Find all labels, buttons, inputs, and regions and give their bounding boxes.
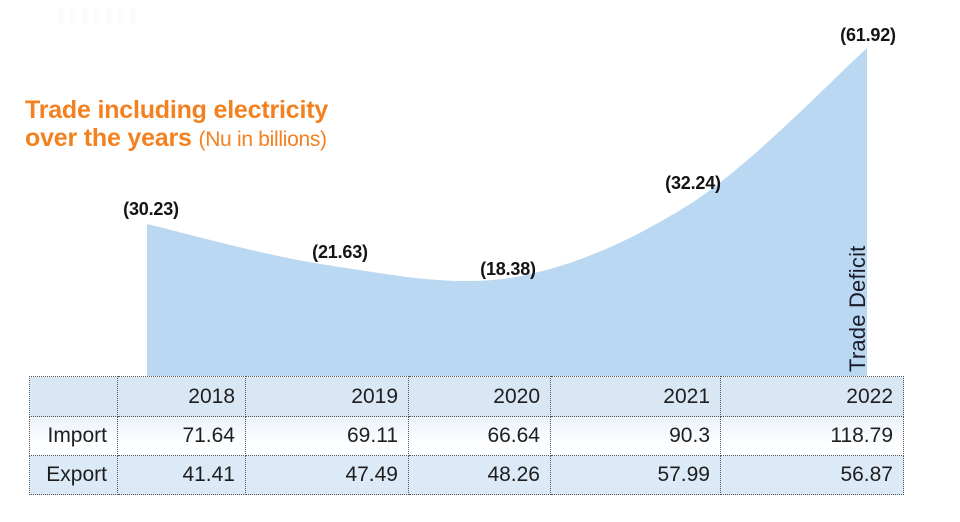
export-value-2020: 48.26 — [408, 455, 551, 495]
data-label-2019: (21.63) — [312, 242, 368, 262]
chart-title-line2: over the years (Nu in billions) — [25, 124, 328, 152]
import-value-2018: 71.64 — [117, 416, 246, 456]
export-value-2021: 57.99 — [550, 455, 721, 495]
export-value-2019: 47.49 — [245, 455, 409, 495]
export-value-2022: 56.87 — [720, 455, 904, 495]
year-header-2022: 2022 — [720, 376, 904, 417]
data-label-2018: (30.23) — [123, 199, 179, 219]
year-header-2020: 2020 — [408, 376, 551, 417]
chart-title-line1: Trade including electricity — [25, 96, 329, 124]
data-label-2022: (61.92) — [840, 25, 896, 45]
year-header-2021: 2021 — [550, 376, 721, 417]
area-series-label: Trade Deficit — [845, 245, 870, 373]
table-row-export: Export 41.41 47.49 48.26 57.99 56.87 — [29, 455, 904, 495]
trade-table: 2018 2019 2020 2021 2022 Import 71.64 69… — [29, 376, 904, 495]
table-row-import: Import 71.64 69.11 66.64 90.3 118.79 — [29, 416, 904, 456]
data-label-2021: (32.24) — [665, 173, 721, 193]
year-header-2018: 2018 — [117, 376, 246, 417]
year-header-2019: 2019 — [245, 376, 409, 417]
chart-title-line2-bold: over the years — [25, 124, 192, 152]
trade-deficit-area-chart — [147, 48, 867, 376]
import-value-2021: 90.3 — [550, 416, 721, 456]
table-corner-cell — [29, 376, 118, 417]
trade-deficit-area-shape — [147, 48, 867, 376]
import-value-2022: 118.79 — [720, 416, 904, 456]
row-label-import: Import — [29, 416, 118, 456]
export-value-2018: 41.41 — [117, 455, 246, 495]
chart-title-unit-note: (Nu in billions) — [198, 128, 328, 151]
import-value-2019: 69.11 — [245, 416, 409, 456]
import-value-2020: 66.64 — [408, 416, 551, 456]
chart-title: Trade including electricity over the yea… — [25, 96, 328, 152]
faint-watermark — [58, 8, 138, 24]
table-header-row: 2018 2019 2020 2021 2022 — [29, 376, 904, 417]
row-label-export: Export — [29, 455, 118, 495]
data-label-2020: (18.38) — [480, 259, 536, 279]
